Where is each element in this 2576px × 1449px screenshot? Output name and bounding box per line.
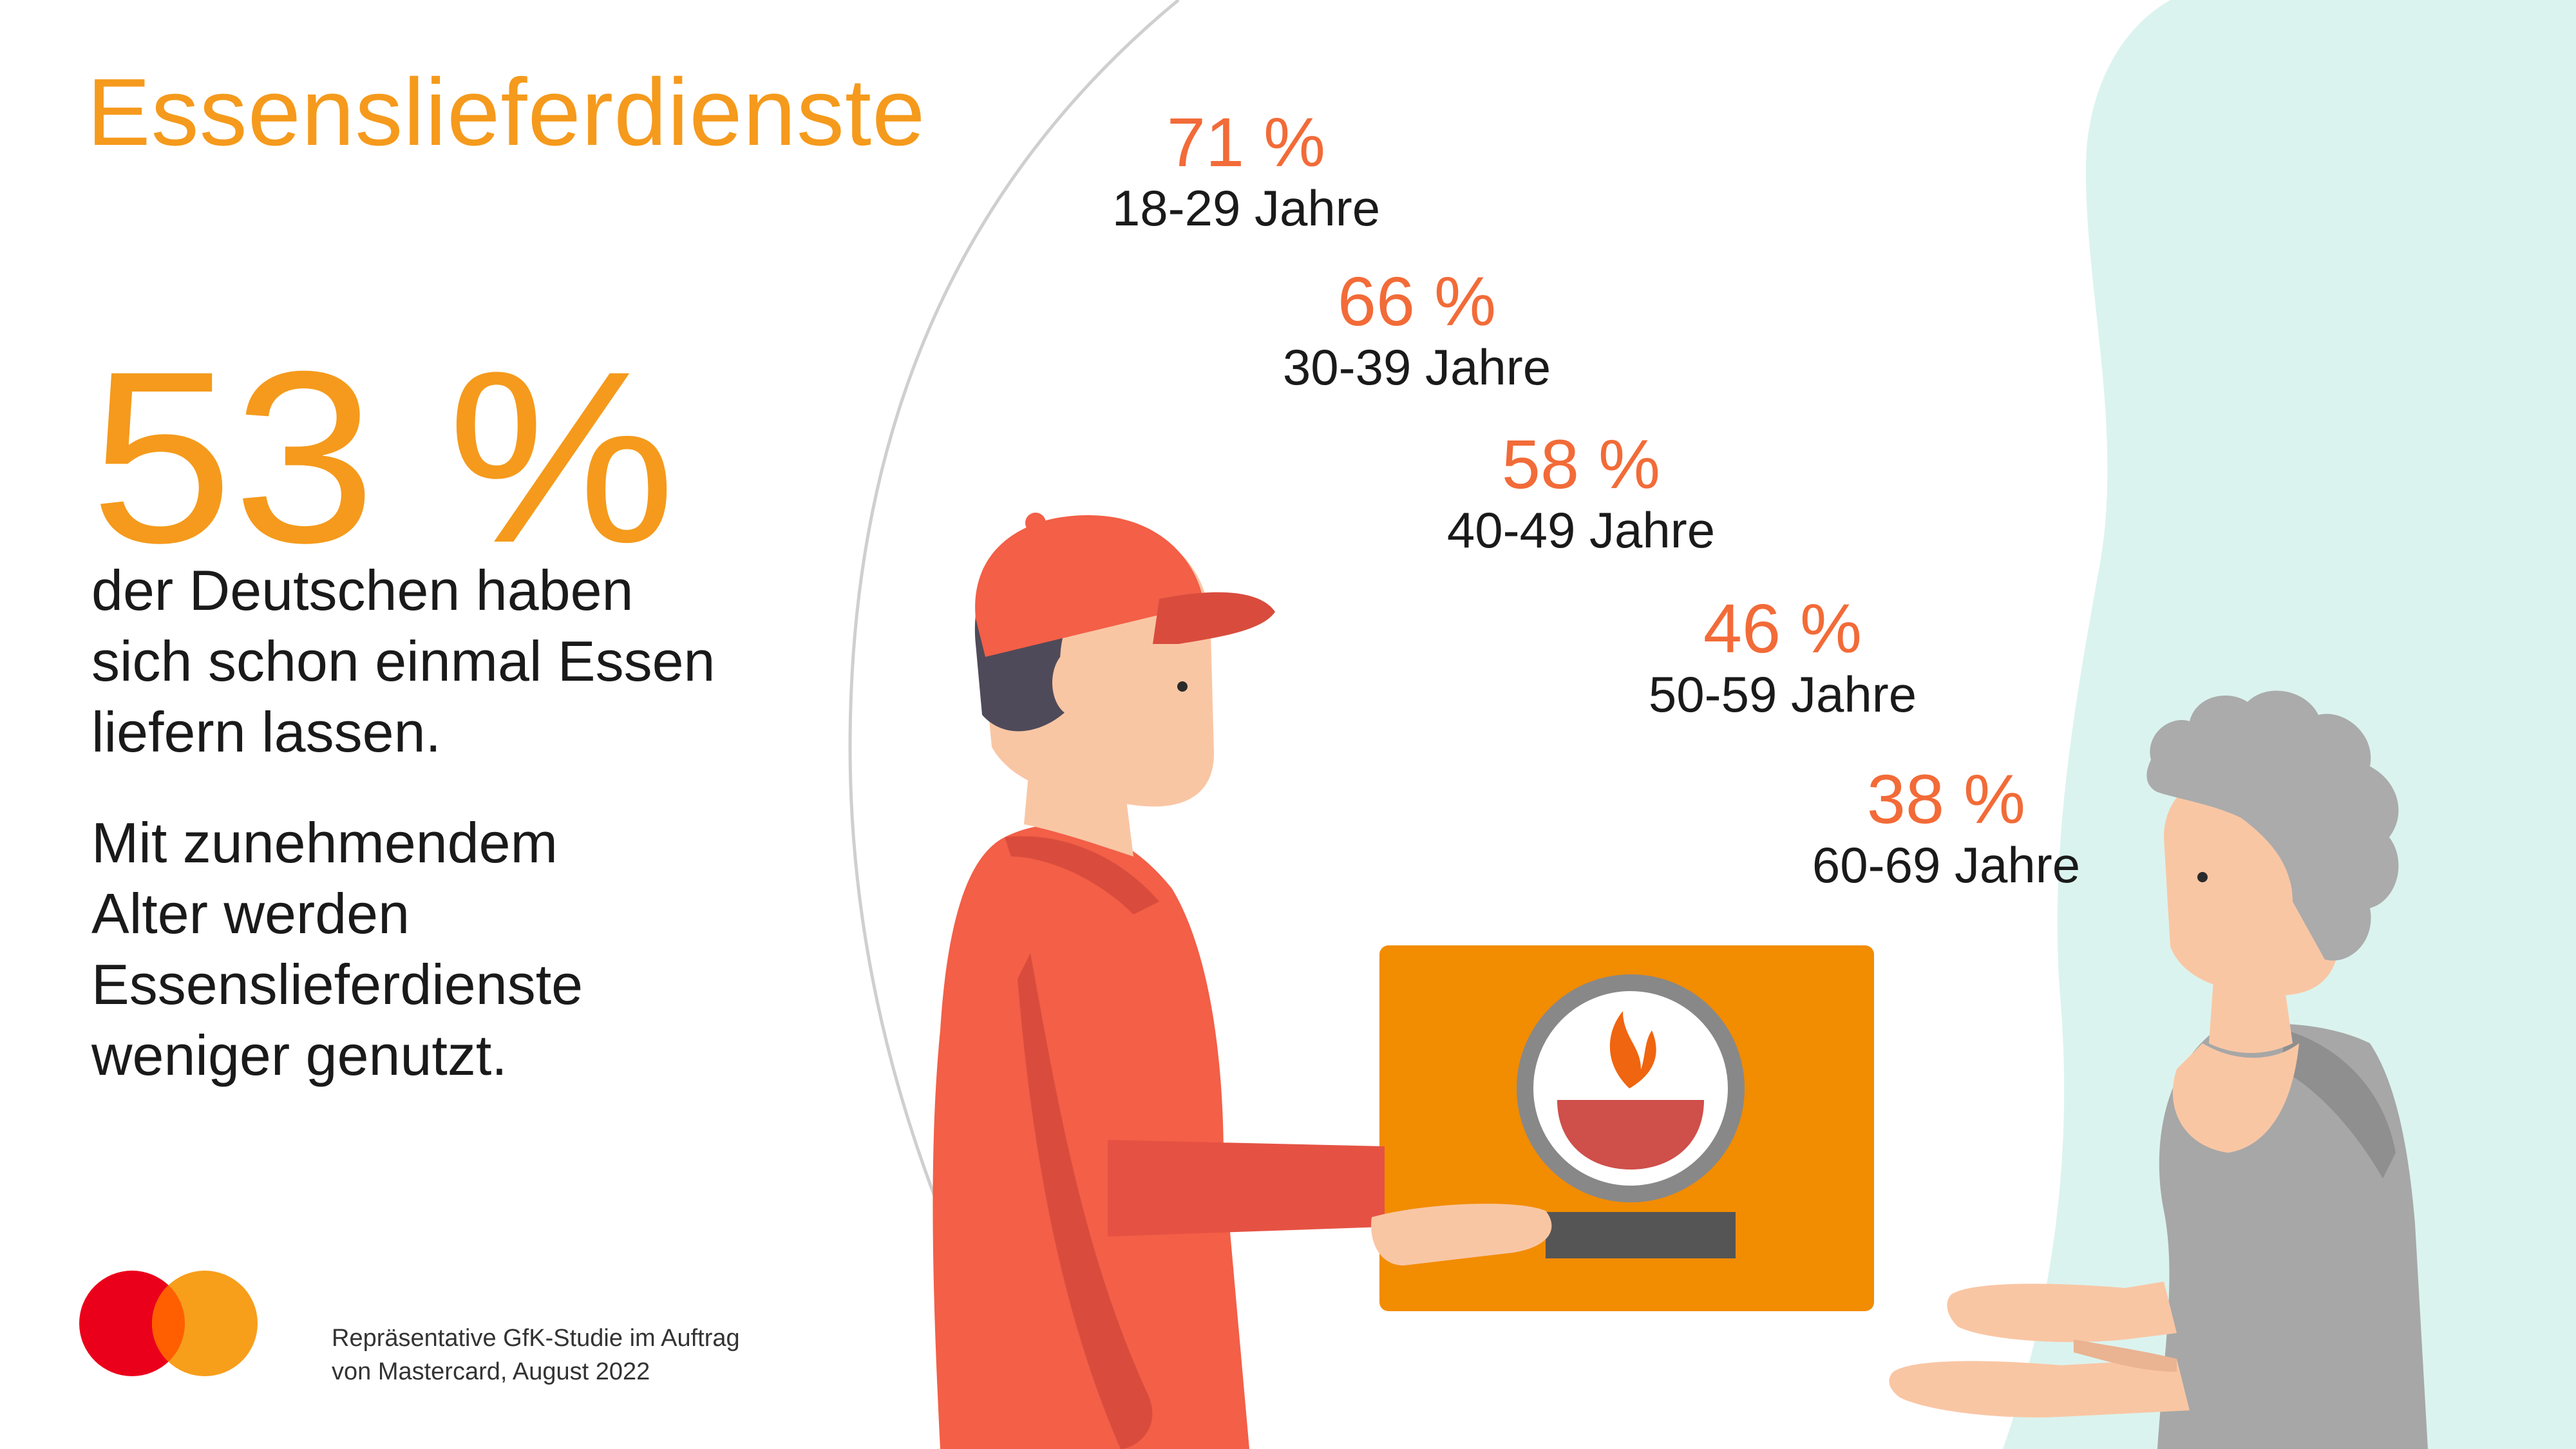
- age-stat-50-59: 46 % 50-59 Jahre: [1628, 592, 1937, 724]
- courier-arm: [1108, 1140, 1385, 1236]
- age-stat-value: 58 %: [1501, 425, 1661, 503]
- trend-line: Essenslieferdienste: [91, 952, 583, 1016]
- mastercard-logo: [79, 1271, 258, 1376]
- age-stat-value: 46 %: [1703, 589, 1862, 667]
- page-title: Essenslieferdienste: [87, 59, 926, 166]
- food-box-with-bowl-icon: [1379, 945, 1874, 1311]
- description-line: sich schon einmal Essen: [91, 629, 715, 693]
- age-stat-label: 18-29 Jahre: [1112, 180, 1381, 236]
- age-stat-60-69: 38 % 60-69 Jahre: [1792, 763, 2101, 895]
- age-stat-label: 60-69 Jahre: [1812, 837, 2081, 893]
- customer-illustration: [1889, 690, 2428, 1449]
- source-line: von Mastercard, August 2022: [332, 1358, 650, 1385]
- trend-line: Mit zunehmendem: [91, 811, 558, 875]
- age-stat-label: 40-49 Jahre: [1446, 502, 1716, 558]
- age-stat-label: 30-39 Jahre: [1282, 339, 1551, 395]
- description-line: liefern lassen.: [91, 700, 441, 764]
- courier-hand: [1371, 1204, 1552, 1265]
- trend-line: Alter werden: [91, 882, 410, 945]
- age-stat-40-49: 58 % 40-49 Jahre: [1426, 428, 1736, 560]
- source-note: Repräsentative GfK-Studie im Auftrag von…: [332, 1321, 740, 1388]
- courier-illustration: [933, 513, 1554, 1449]
- age-stat-value: 38 %: [1866, 760, 2026, 838]
- age-stat-label: 50-59 Jahre: [1648, 666, 1917, 723]
- age-stat-30-39: 66 % 30-39 Jahre: [1262, 265, 1571, 397]
- trend-paragraph: Mit zunehmendem Alter werden Essensliefe…: [91, 808, 896, 1091]
- headline-stat: 53 %: [90, 320, 676, 594]
- source-line: Repräsentative GfK-Studie im Auftrag: [332, 1325, 740, 1352]
- age-stat-18-29: 71 % 18-29 Jahre: [1092, 106, 1401, 238]
- age-stat-value: 66 %: [1337, 262, 1497, 340]
- age-stat-value: 71 %: [1166, 103, 1326, 181]
- trend-line: weniger genutzt.: [91, 1023, 507, 1087]
- description-line: der Deutschen haben: [91, 558, 634, 622]
- description-paragraph: der Deutschen haben sich schon einmal Es…: [91, 555, 896, 768]
